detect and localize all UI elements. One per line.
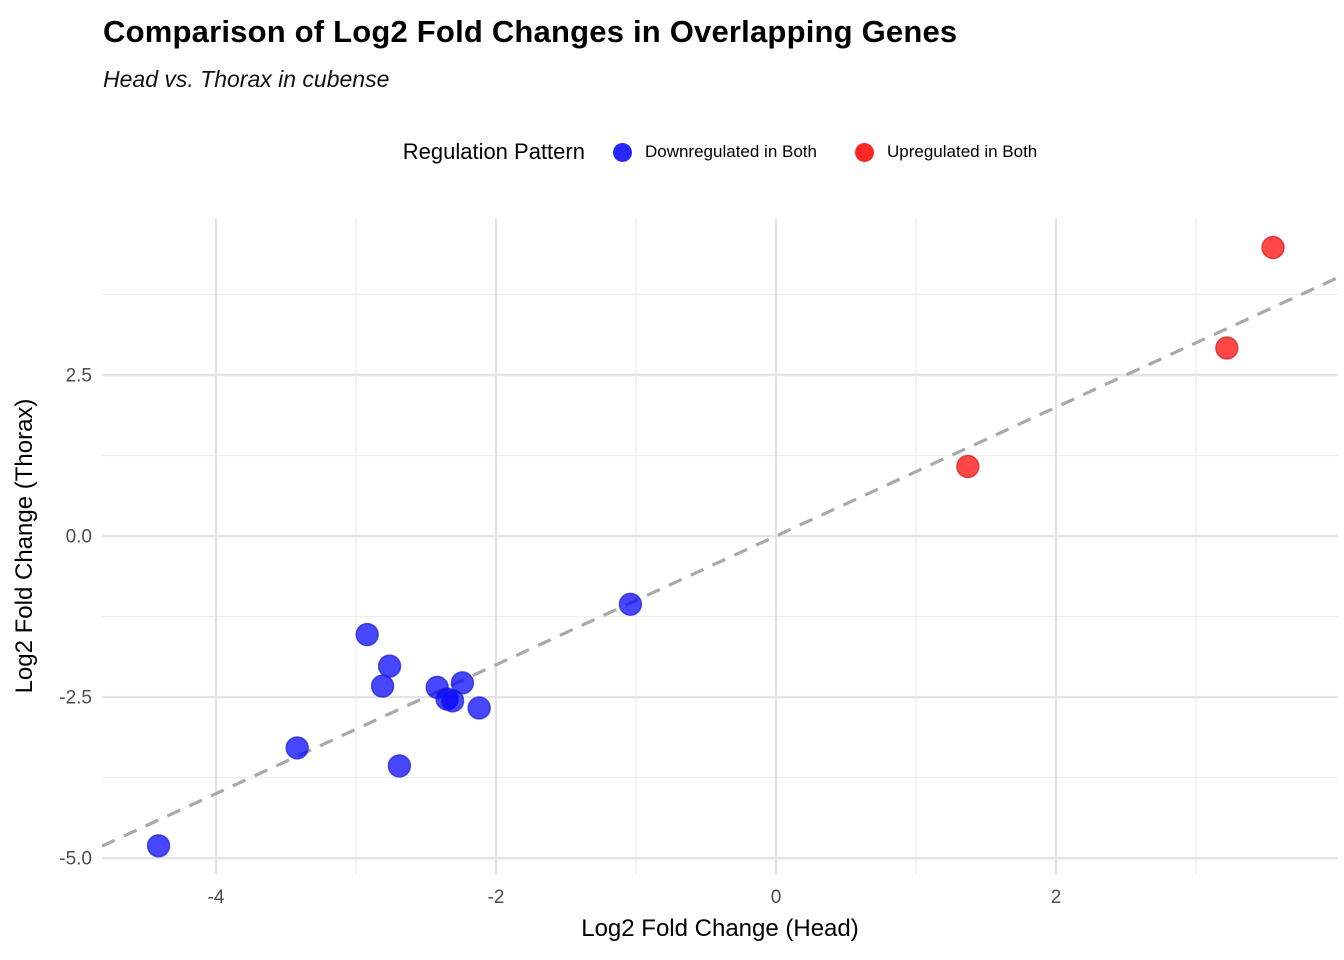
data-point-downregulated-in-both	[450, 671, 475, 695]
data-point-upregulated-in-both	[1215, 336, 1239, 360]
legend-item-upregulated-in-both: Upregulated in Both	[854, 142, 1038, 162]
y-axis-tick-label: 0.0	[66, 527, 92, 548]
data-point-downregulated-in-both	[618, 592, 643, 616]
chart-title: Comparison of Log2 Fold Changes in Overl…	[103, 14, 958, 49]
data-point-downregulated-in-both	[355, 622, 379, 647]
x-axis-tick-label: 0	[771, 887, 782, 908]
x-axis-title: Log2 Fold Change (Head)	[581, 915, 859, 942]
x-axis-tick-label: -4	[208, 887, 225, 908]
legend-item-label: Upregulated in Both	[886, 142, 1038, 161]
data-point-downregulated-in-both	[146, 834, 171, 858]
x-axis-tick-label: 2	[1051, 887, 1062, 908]
y-axis-title: Log2 Fold Change (Thorax)	[11, 399, 38, 694]
identity-reference-line	[101, 276, 1339, 848]
y-axis-tick-label: 2.5	[66, 366, 92, 387]
data-point-upregulated-in-both	[1261, 235, 1285, 260]
legend-key-dot-icon	[854, 142, 874, 162]
legend: Regulation Pattern Downregulated in Both…	[102, 134, 1338, 170]
legend-item-downregulated-in-both: Downregulated in Both	[612, 142, 817, 162]
legend-key-dot-icon	[612, 142, 632, 162]
legend-item-label: Downregulated in Both	[644, 142, 817, 161]
data-point-downregulated-in-both	[285, 736, 309, 760]
data-point-downregulated-in-both	[467, 696, 491, 720]
x-axis-tick-label: -2	[488, 887, 505, 908]
data-point-downregulated-in-both	[370, 674, 395, 698]
chart-subtitle: Head vs. Thorax in cubense	[103, 66, 390, 92]
data-point-downregulated-in-both	[440, 689, 465, 713]
data-point-downregulated-in-both	[387, 754, 412, 778]
data-point-upregulated-in-both	[956, 454, 980, 479]
y-axis-tick-label: -2.5	[59, 688, 92, 709]
data-point-downregulated-in-both	[377, 654, 402, 678]
legend-title: Regulation Pattern	[402, 139, 585, 164]
y-axis-tick-label: -5.0	[59, 849, 92, 870]
